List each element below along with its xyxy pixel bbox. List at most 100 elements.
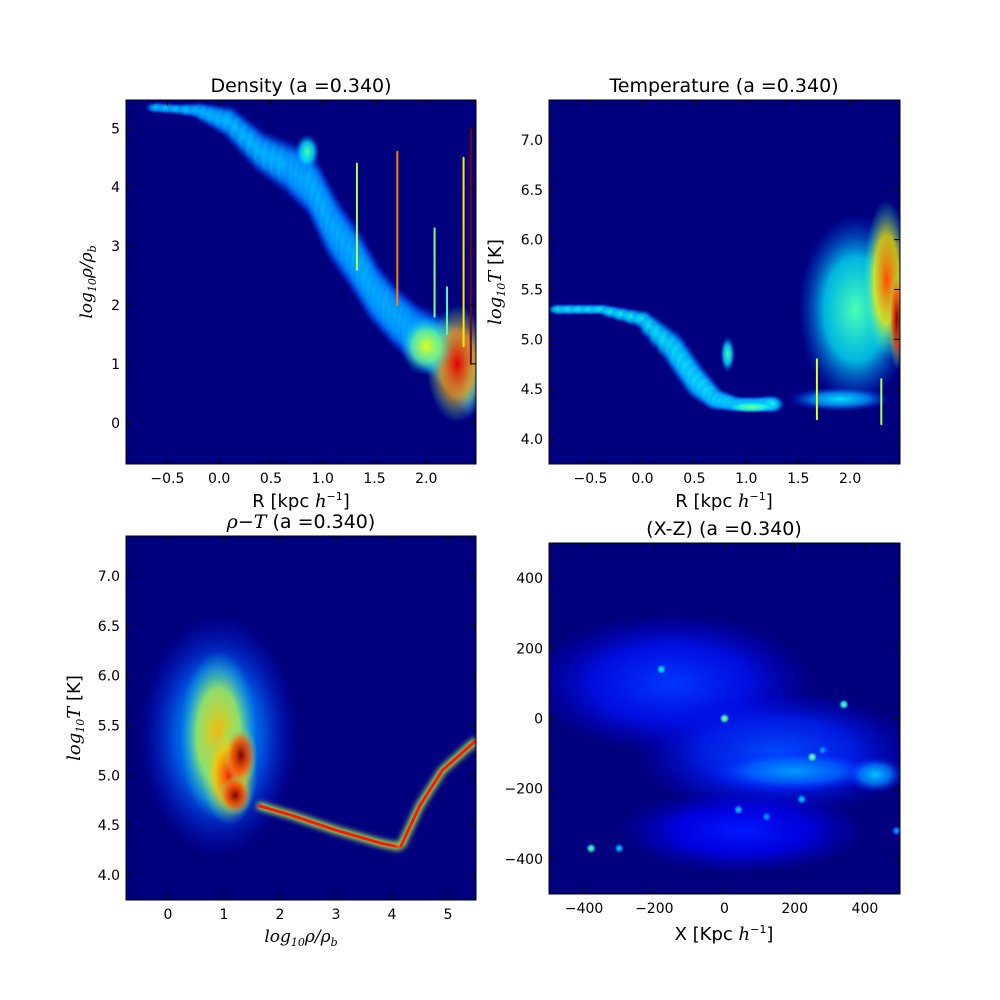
y-tick-label: 3 [111,239,120,255]
rho-t-heatmap [140,615,476,856]
rho-t-xlabel: log10ρ/ρb [264,927,337,949]
x-tick-label: 0.0 [208,471,230,487]
xz_map-bright-spot [586,843,597,854]
xz_map-bright-spot [719,713,730,724]
xz_map-density-blob [706,750,883,793]
xz-map-panel: (X-Z) (a =0.340) −400 −200 0 200 400 −400 −20… [505,518,901,945]
y-tick-label: 6.5 [98,619,120,635]
x-tick-label: 1.0 [312,471,334,487]
xz-map-title: (X-Z) (a =0.340) [646,518,802,540]
temperature-x-ticks: −0.5 0.0 0.5 1.0 1.5 2.0 [574,100,861,487]
xz_map-bright-spot [614,843,625,854]
y-tick-label: 5.0 [98,768,120,784]
xz_map-bright-spot [761,811,772,822]
temperature-xlabel: R [kpc h−1] [675,490,773,512]
temperature-density-blob [863,199,900,360]
rho-t-title: ρ−T (a =0.340) [226,511,376,533]
density-panel: Density (a =0.340) −0.5 0.0 0.5 1.0 1.5 2.0 0… [77,75,477,512]
y-tick-label: 7.0 [521,133,543,149]
xz-map-xlabel: X [Kpc h−1] [675,923,774,945]
rho-t-ylabel: log10T [K] [64,675,87,761]
xz_map-bright-spot [733,804,744,815]
temperature-title: Temperature (a =0.340) [608,75,838,97]
temperature-density-blob [725,401,778,414]
x-tick-label: −400 [565,901,603,917]
y-tick-label: 7.0 [98,569,120,585]
x-tick-label: 3 [332,907,341,923]
xz-map-x-ticks: −400 −200 0 200 400 [565,543,878,917]
y-tick-label: 0 [111,416,120,432]
y-tick-label: 2 [111,298,120,314]
x-tick-label: 0.5 [683,471,705,487]
temperature-ylabel: log10T [K] [485,239,508,325]
x-tick-label: 4 [388,907,397,923]
xz_map-bright-spot [796,794,807,805]
y-tick-label: 6.5 [521,183,543,199]
x-tick-label: −0.5 [574,471,608,487]
density-density-blob [294,134,320,170]
density-axes-frame [125,99,477,465]
y-tick-label: 0 [534,712,543,728]
density-x-ticks: −0.5 0.0 0.5 1.0 1.5 2.0 [150,100,437,487]
y-tick-label: 4.5 [98,818,120,834]
rho-t-axes-frame [125,535,477,901]
x-tick-label: 0.5 [260,471,282,487]
x-tick-label: 1 [220,907,229,923]
xz_map-bright-spot [656,664,667,675]
x-tick-label: 2 [276,907,285,923]
rho_t-track [399,739,476,848]
density-density-blob [400,316,453,376]
rho-t-panel: ρ−T (a =0.340) 0 1 2 3 4 5 4.0 4.5 5.0 5.5 6.0 6.5… [64,511,477,949]
y-tick-label: 5.0 [521,332,543,348]
y-tick-label: 5 [111,121,120,137]
xz-map-y-ticks: −400 −200 0 200 400 [505,571,900,868]
y-tick-label: −400 [505,852,543,868]
y-tick-label: 5.5 [98,718,120,734]
density-ylabel: log10ρ/ρb [77,245,99,318]
rho-t-x-ticks: 0 1 2 3 4 5 [164,536,452,923]
xz_map-bright-spot [807,752,818,763]
density-heatmap [144,101,476,423]
x-tick-label: −200 [635,901,673,917]
x-tick-label: 200 [781,901,808,917]
x-tick-label: 0.0 [631,471,653,487]
xz_map-bright-spot [891,825,900,836]
rho_t-density-blob [224,725,258,786]
y-tick-label: −200 [505,782,543,798]
x-tick-label: 2.0 [839,471,861,487]
xz_map-bright-spot [838,699,849,710]
x-tick-label: 1.0 [735,471,757,487]
temperature-density-blob [787,387,892,412]
y-tick-label: 4.0 [98,868,120,884]
y-tick-label: 200 [516,641,543,657]
rho-t-y-ticks: 4.0 4.5 5.0 5.5 6.0 6.5 7.0 [98,569,476,884]
xz-map-image [549,613,900,873]
temperature-panel: Temperature (a =0.340) −0.5 0.0 0.5 1.0 1.5 2… [485,75,901,512]
x-tick-label: −0.5 [150,471,184,487]
rho_t-track [257,803,401,849]
temperature-heatmap [549,199,900,426]
density-y-ticks: 0 1 2 3 4 5 [111,121,476,432]
density-title: Density (a =0.340) [210,75,391,97]
x-tick-label: 1.5 [363,471,385,487]
temperature-axes-frame [548,99,901,465]
y-tick-label: 4.0 [521,432,543,448]
y-tick-label: 4.5 [521,382,543,398]
density-xlabel: R [kpc h−1] [252,490,350,512]
y-tick-label: 6.0 [521,233,543,249]
y-tick-label: 6.0 [98,669,120,685]
xz_map-density-blob [847,757,900,793]
y-tick-label: 1 [111,357,120,373]
x-tick-label: 0 [164,907,173,923]
x-tick-label: 400 [852,901,879,917]
x-tick-label: 0 [720,901,729,917]
temperature-density-blob [720,336,735,373]
y-tick-label: 400 [516,571,543,587]
x-tick-label: 1.5 [787,471,809,487]
xz_map-bright-spot [817,745,828,756]
y-tick-label: 5.5 [521,282,543,298]
temperature-y-ticks: 4.0 4.5 5.0 5.5 6.0 6.5 7.0 [521,133,900,448]
x-tick-label: 2.0 [415,471,437,487]
temperature-density-blob [888,269,900,370]
